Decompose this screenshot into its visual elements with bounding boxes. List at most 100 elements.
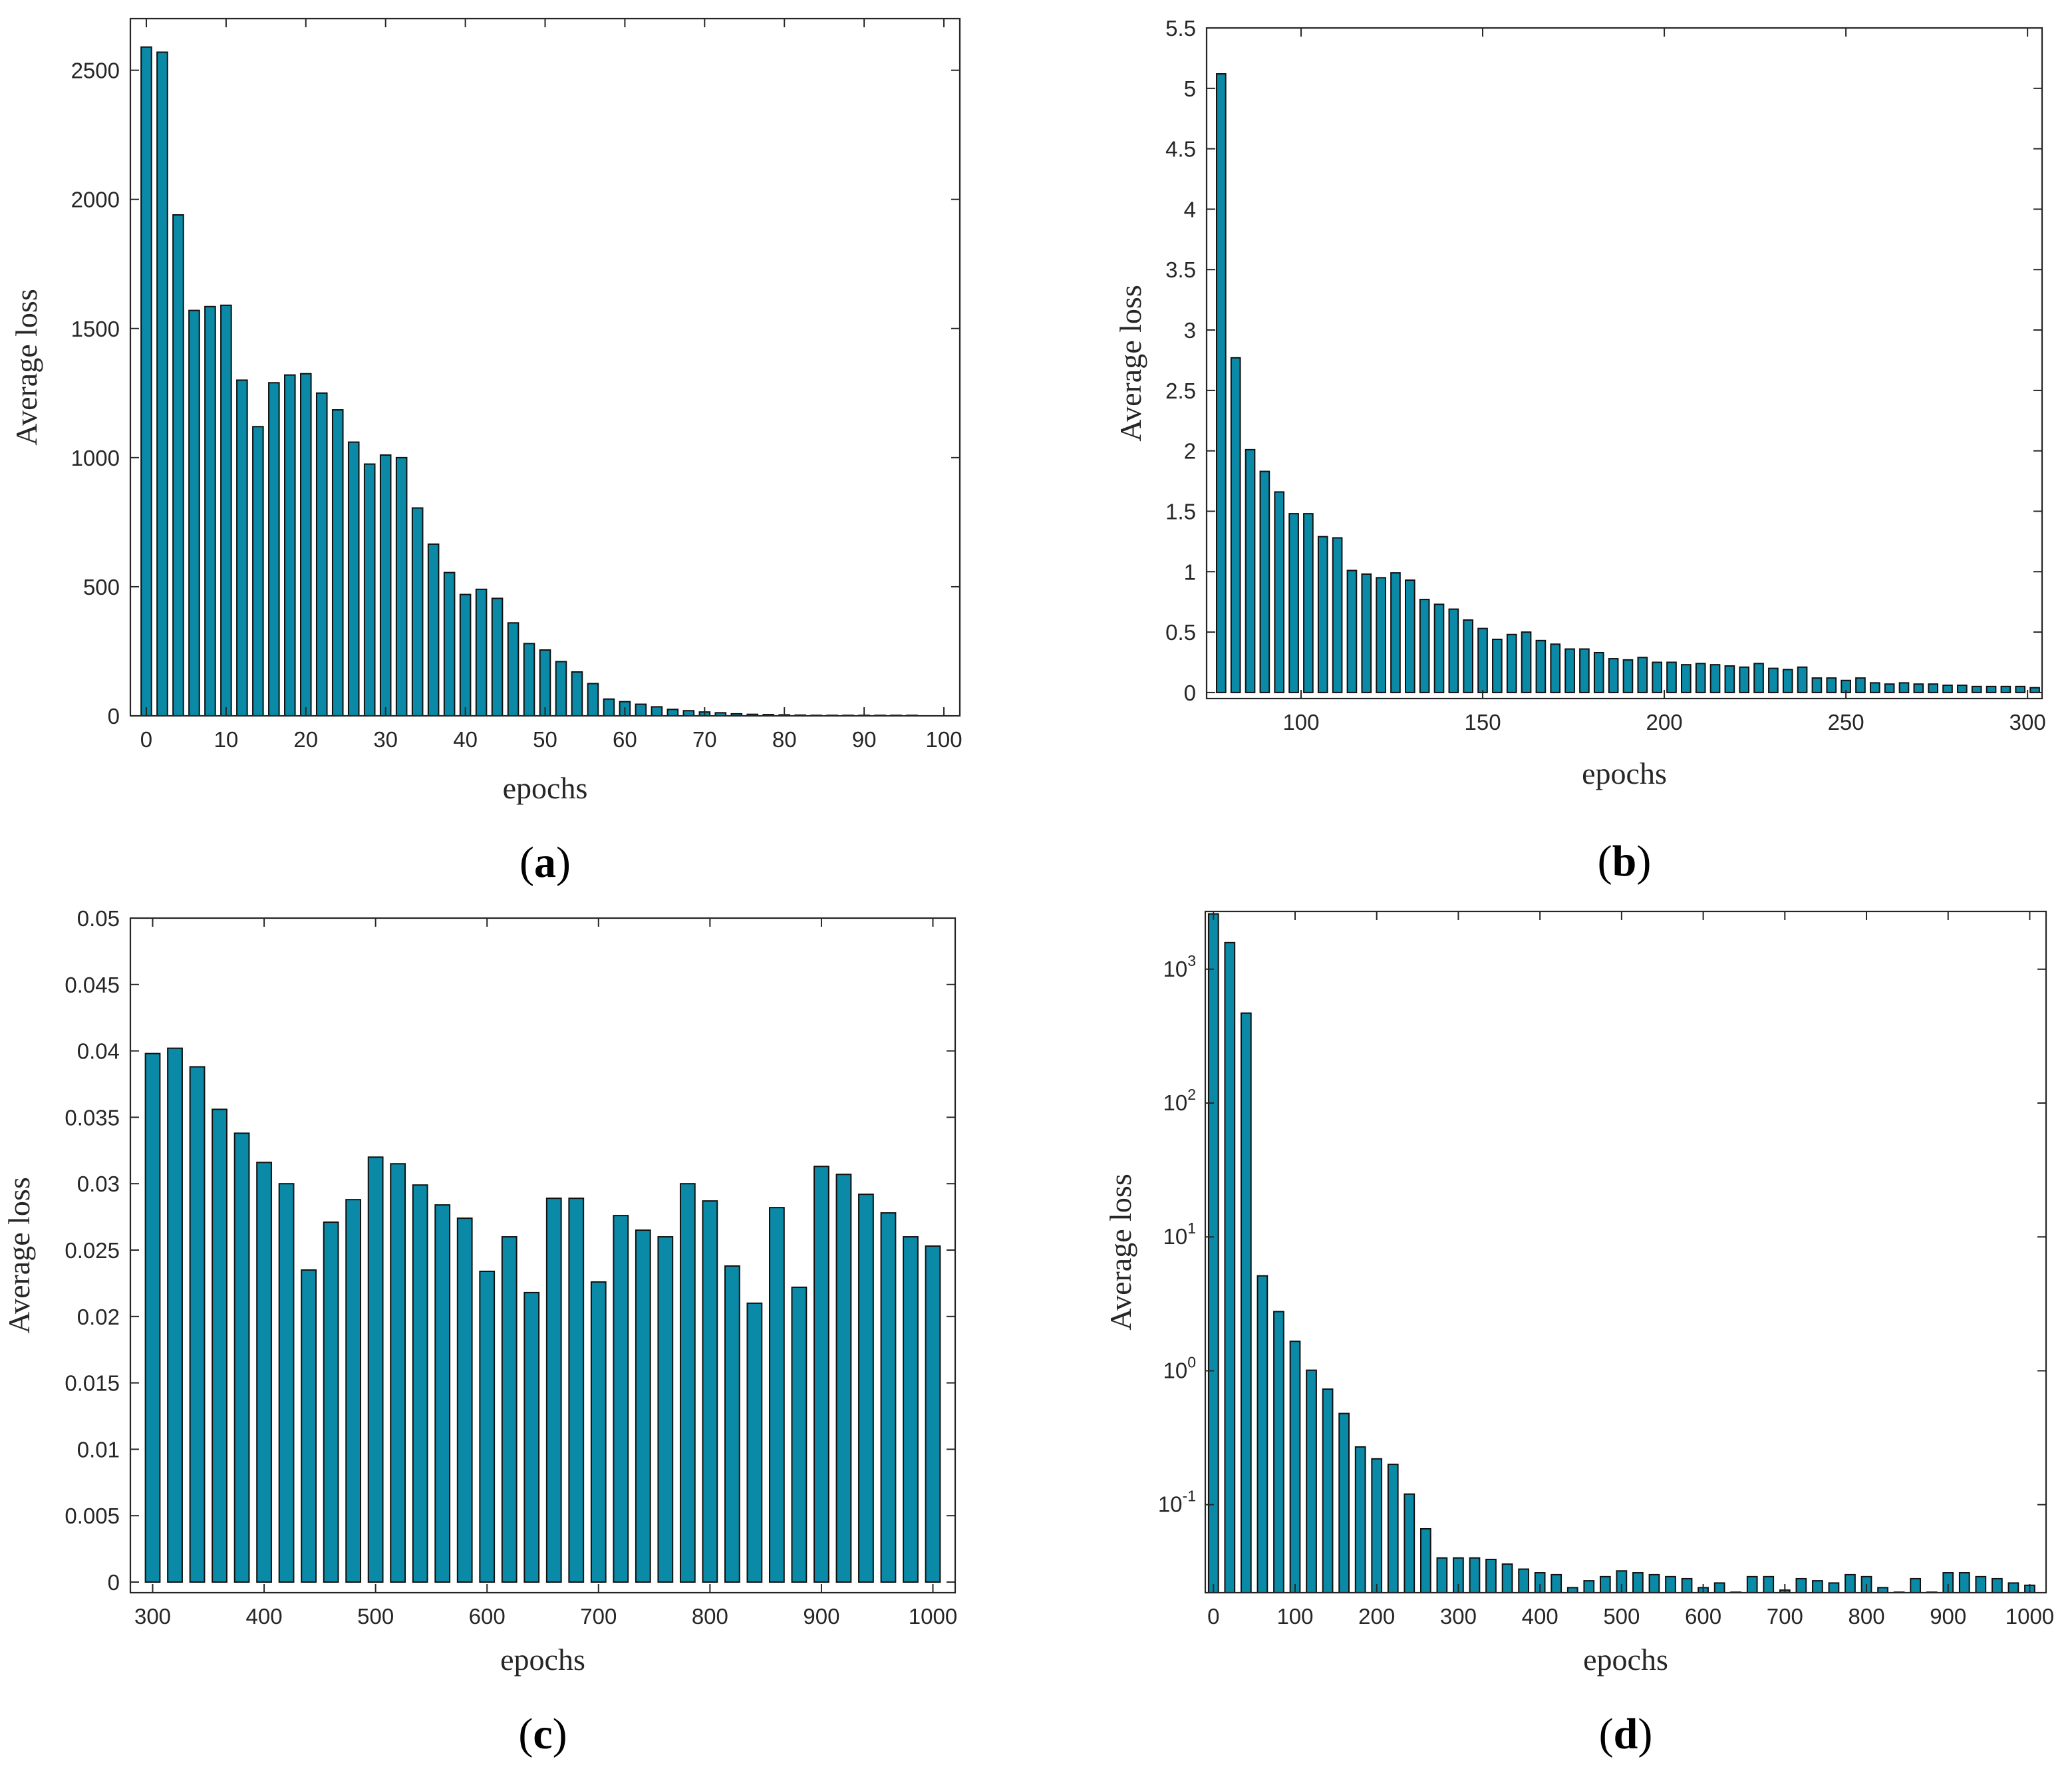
bar [1492, 639, 1503, 693]
bar [835, 1174, 852, 1583]
bar [587, 683, 599, 717]
panel-label: (c) [518, 1710, 567, 1758]
bar [1763, 1575, 1775, 1593]
bar [140, 46, 152, 717]
bar [1303, 513, 1314, 693]
bar [1354, 1446, 1366, 1593]
x-tick-label: 100 [925, 727, 962, 752]
y-tick-label: 2000 [71, 188, 120, 212]
bar [236, 379, 248, 717]
y-axis: 0 500 1000 1500 2000 2500 [71, 59, 960, 728]
x-tick-label: 0 [1207, 1604, 1219, 1629]
y-tick-label: 1.5 [1165, 499, 1196, 524]
y-tick-label: 0.025 [65, 1238, 120, 1263]
bar [1346, 569, 1358, 693]
y-axis: 0 0.005 0.01 0.015 0.02 0.025 0.03 0.035 0.04 0.0… [65, 906, 955, 1595]
bar [925, 1245, 941, 1583]
bar [1898, 682, 1910, 693]
y-tick-label: 0.04 [77, 1039, 120, 1064]
bar [2015, 685, 2026, 693]
bar [1419, 1527, 1431, 1594]
bar [268, 382, 280, 717]
x-tick-label: 400 [246, 1604, 283, 1629]
bar [299, 373, 312, 717]
bar [1826, 677, 1837, 693]
y-tick-label: 3.5 [1165, 257, 1196, 282]
bar [1448, 608, 1459, 693]
bar [1583, 1580, 1595, 1594]
bar [1928, 683, 1939, 693]
bar [1811, 677, 1823, 693]
bar [144, 1052, 161, 1583]
bar [1869, 682, 1880, 693]
bar [1724, 665, 1735, 693]
bar [331, 409, 344, 717]
y-tick-label: 0.045 [65, 973, 120, 997]
panel-d: 0 100 200 300 400 500 600 700 800 900 100010-11001… [1104, 910, 2054, 1758]
bar [284, 374, 296, 717]
bar [568, 1198, 585, 1583]
x-tick-label: 300 [134, 1604, 171, 1629]
bar [682, 710, 695, 717]
bar [256, 1162, 272, 1583]
panel-b: 100 150 200 250 300 0 0.5 1 1.5 2 2.5 3 3.5 4 4.5 5 5.5 e… [1113, 16, 2046, 885]
bar [1753, 663, 1764, 693]
y-tick-label: 3 [1184, 318, 1196, 343]
bar [1797, 666, 1808, 693]
bar [679, 1183, 696, 1583]
x-tick-label: 400 [1522, 1604, 1558, 1629]
y-tick-label: 4.5 [1165, 137, 1196, 162]
x-tick-label: 20 [293, 727, 318, 752]
x-tick-label: 200 [1646, 710, 1683, 734]
x-axis: 0 10 20 30 40 50 60 70 80 90 100 [140, 19, 962, 752]
bar [1332, 537, 1343, 693]
bar [1338, 1412, 1350, 1593]
bar [1485, 1558, 1497, 1593]
bar [1652, 661, 1662, 693]
bars [1216, 73, 2040, 693]
panel-c-plot: 300 400 500 600 700 800 900 1000 0 0.005 0.01 0.015… [2, 906, 957, 1758]
bar [1245, 448, 1256, 693]
x-tick-label: 900 [803, 1604, 839, 1629]
y-tick-label: 0 [1184, 681, 1196, 705]
bar [347, 441, 360, 717]
bar [1632, 1572, 1644, 1594]
x-tick-label: 200 [1358, 1604, 1395, 1629]
bar [1884, 683, 1895, 693]
y-tick-label: 102 [1163, 1086, 1196, 1115]
panel-label: (a) [519, 838, 571, 887]
bar [571, 671, 583, 717]
y-tick-label: 2 [1184, 439, 1196, 464]
bar [603, 698, 615, 717]
bar [2029, 687, 2040, 693]
bar [367, 1156, 384, 1583]
bar [220, 304, 232, 717]
panel-label: (d) [1599, 1710, 1653, 1758]
y-tick-label: 5 [1184, 77, 1196, 101]
x-tick-label: 600 [1685, 1604, 1721, 1629]
bar [1564, 648, 1575, 693]
bar [545, 1198, 562, 1583]
bar [791, 1286, 808, 1583]
bars [144, 1047, 941, 1583]
x-tick-label: 800 [692, 1604, 728, 1629]
bar [1622, 659, 1634, 693]
y-tick-label: 0.5 [1165, 620, 1196, 645]
x-axis-label: epochs [1582, 756, 1667, 790]
bar [903, 1236, 919, 1583]
bar [212, 1108, 227, 1583]
x-axis: 0 100 200 300 400 500 600 700 800 900 1000 [1207, 911, 2054, 1629]
bar [1666, 661, 1677, 693]
bar [1274, 491, 1285, 693]
x-tick-label: 80 [772, 727, 797, 752]
bar [379, 454, 392, 717]
bar [1550, 643, 1561, 693]
x-tick-label: 60 [613, 727, 637, 752]
bar [1910, 1577, 1922, 1593]
bar [1877, 1587, 1888, 1594]
x-tick-label: 600 [469, 1604, 506, 1629]
bar [880, 1212, 897, 1583]
bar [746, 1302, 763, 1583]
bar [315, 392, 328, 717]
